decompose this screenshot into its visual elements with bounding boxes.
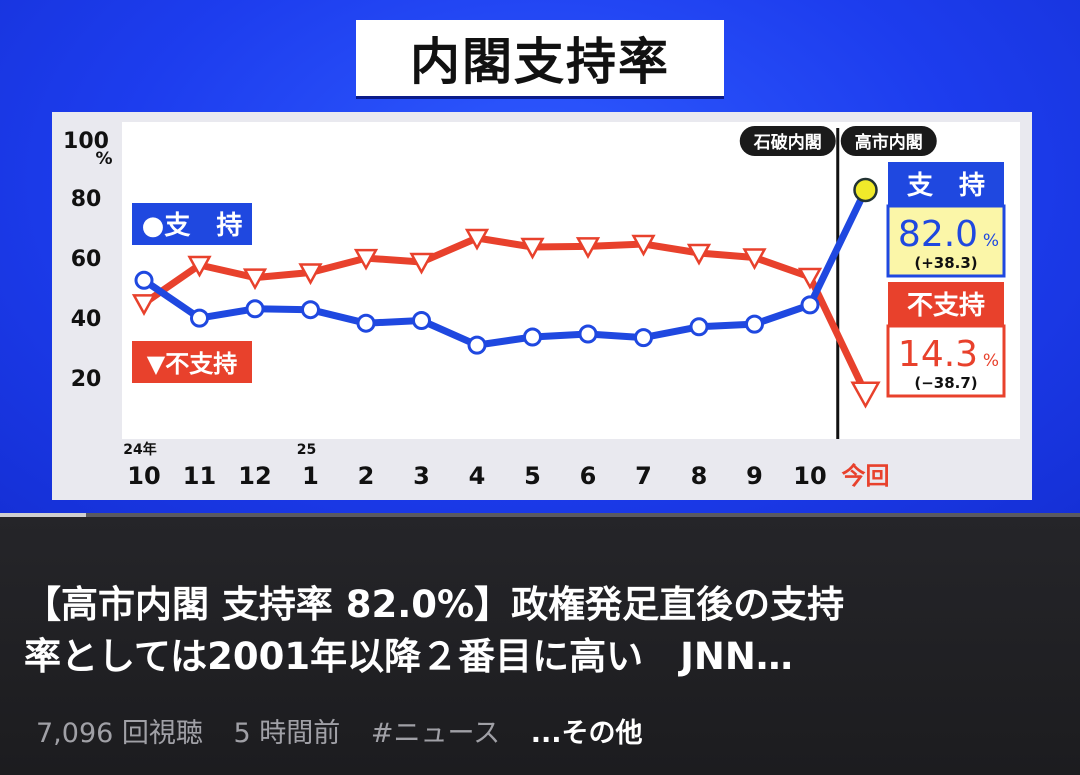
- disapproval-callout-body: [886, 324, 1006, 398]
- approval-point: [467, 335, 487, 355]
- approval-point: [356, 313, 376, 333]
- callout-value: 14.3: [898, 334, 978, 375]
- approval-point: [634, 328, 653, 348]
- x-tick-label: 12: [238, 462, 271, 490]
- callout-change: (+38.3): [914, 254, 977, 272]
- approval-legend-label: ●支 持: [142, 211, 243, 241]
- x-tick-label: 2: [358, 462, 375, 490]
- video-title-line-1: 【高市内閣 支持率 82.0%】政権発足直後の支持: [24, 583, 845, 626]
- x-tick-label: 5: [524, 462, 541, 490]
- x-tick-label: 今回: [842, 462, 890, 490]
- approval-point: [134, 270, 154, 290]
- callout-unit: %: [983, 231, 999, 251]
- approval-point: [301, 300, 320, 320]
- chart-title-box: 内閣支持率: [356, 20, 724, 96]
- callout-title: 支 持: [907, 171, 985, 201]
- approval-point: [689, 317, 709, 337]
- chart-title: 内閣支持率: [410, 33, 670, 91]
- callout-title: 不支持: [907, 291, 985, 321]
- disapproval-point: [850, 381, 881, 409]
- disapproval-point: [797, 267, 823, 290]
- x-tick-label: 11: [183, 462, 216, 490]
- approval-point: [853, 177, 878, 203]
- x-tick-label: 3: [413, 462, 430, 490]
- x-tick-label: 8: [691, 462, 708, 490]
- video-progress-fill: [0, 513, 87, 517]
- callout-value: 82.0: [898, 214, 978, 255]
- video-info-panel: 【高市内閣 支持率 82.0%】政権発足直後の支持 率としては2001年以降２番…: [0, 517, 1080, 775]
- x-year-label: 25: [297, 442, 316, 458]
- disapproval-point: [686, 243, 712, 266]
- era-label: 高市内閣: [855, 132, 923, 153]
- x-tick-label: 9: [746, 462, 763, 490]
- era-label: 石破内閣: [753, 132, 822, 153]
- approval-point: [245, 299, 265, 319]
- era-label-bg: [840, 126, 937, 156]
- x-tick-label: 4: [469, 462, 486, 490]
- approval-point: [190, 308, 209, 328]
- disapproval-point: [742, 248, 767, 271]
- era-label-bg: [739, 126, 836, 156]
- more-button[interactable]: ...その他: [530, 718, 643, 749]
- x-year-label: 24年: [123, 441, 156, 458]
- x-tick-label: 6: [580, 462, 597, 490]
- hashtag-link[interactable]: #ニュース: [370, 718, 501, 749]
- y-tick-label: 60: [71, 247, 102, 272]
- video-progress-bar[interactable]: [0, 513, 1080, 517]
- disapproval-point: [520, 237, 545, 260]
- disapproval-point: [187, 255, 212, 278]
- disapproval-line: [142, 234, 869, 395]
- y-tick-label: 20: [71, 367, 102, 392]
- disapproval-point: [464, 228, 490, 251]
- y-tick-label: 100: [63, 129, 109, 154]
- callout-unit: %: [983, 351, 999, 371]
- approval-point: [412, 311, 431, 330]
- callout-change: (−38.7): [914, 374, 977, 392]
- y-tick-label: 40: [71, 307, 102, 332]
- y-tick-label: 80: [71, 187, 102, 212]
- disapproval-point: [353, 248, 379, 271]
- video-title-line-2: 率としては2001年以降２番目に高い JNN…: [24, 635, 793, 678]
- approval-callout-header: [888, 162, 1004, 206]
- disapproval-point: [409, 252, 434, 275]
- video-player[interactable]: 内閣支持率 100 80 60 40 20% 10 11 12 1 2 3 4 5 6 7 8 9 10 今回 24年…: [0, 0, 1080, 516]
- video-meta: 7,096 回視聴 5 時間前 #ニュース ...その他: [36, 711, 665, 750]
- upload-time: 5 時間前: [233, 718, 341, 749]
- disapproval-legend-box: [132, 341, 252, 383]
- x-tick-label: 1: [302, 462, 319, 490]
- approval-point: [523, 327, 542, 347]
- disapproval-point: [631, 234, 656, 257]
- x-tick-label: 10: [127, 462, 160, 490]
- approval-point: [578, 324, 598, 344]
- approval-legend-box: [132, 203, 252, 245]
- x-tick-label: 10: [793, 462, 826, 490]
- disapproval-point: [131, 294, 157, 316]
- approval-point: [800, 295, 820, 315]
- disapproval-legend-label: ▼不支持: [147, 350, 237, 378]
- disapproval-point: [298, 263, 323, 286]
- x-tick-label: 7: [635, 462, 652, 490]
- approval-point: [745, 314, 764, 334]
- approval-callout-body: [886, 204, 1006, 278]
- video-title[interactable]: 【高市内閣 支持率 82.0%】政権発足直後の支持 率としては2001年以降２番…: [24, 579, 1054, 683]
- disapproval-point: [242, 268, 268, 291]
- disapproval-callout-header: [888, 282, 1004, 326]
- y-unit-label: %: [95, 149, 112, 169]
- chart-panel: 100 80 60 40 20% 10 11 12 1 2 3 4 5 6 7 8 9 10 今回 24年 25 石破内閣…: [52, 112, 1032, 500]
- disapproval-point: [575, 237, 601, 259]
- view-count: 7,096 回視聴: [36, 718, 203, 749]
